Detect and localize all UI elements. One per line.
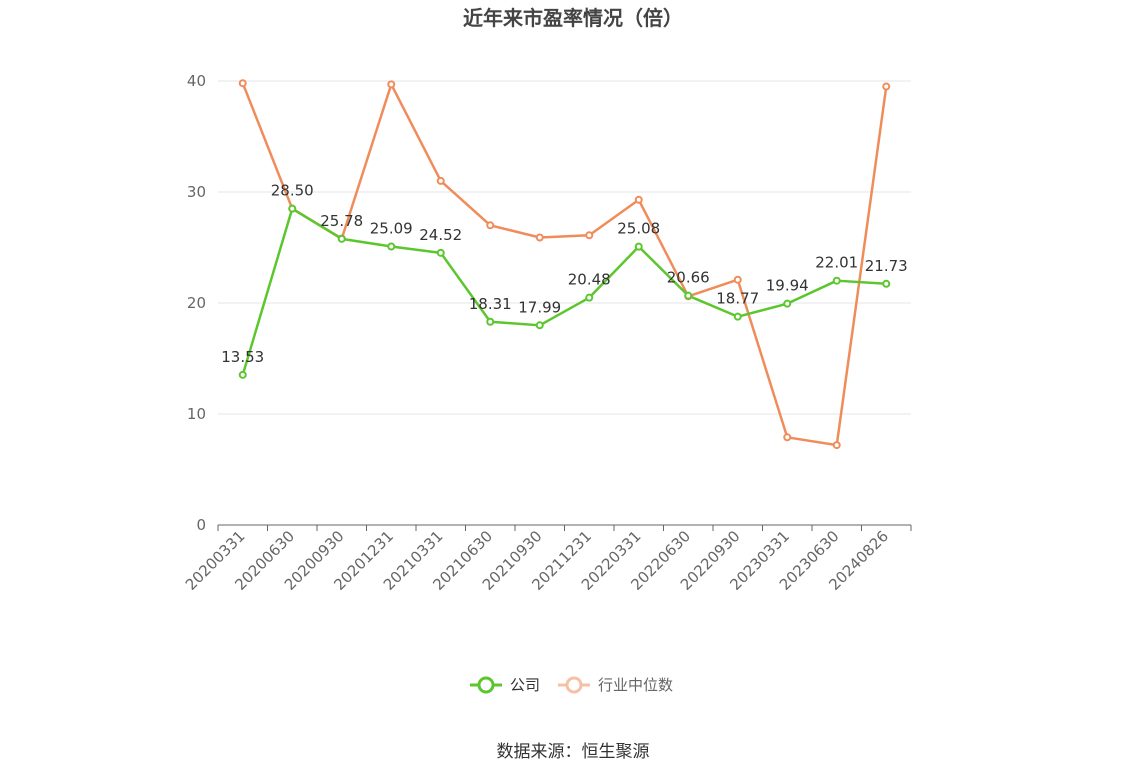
data-point-1 — [535, 233, 544, 242]
legend-item-industry-median[interactable]: 行业中位数 — [558, 676, 673, 694]
data-point-1 — [585, 231, 594, 240]
legend-industry-marker — [565, 676, 583, 694]
data-point-1 — [783, 433, 792, 442]
legend-company-label: 公司 — [510, 676, 540, 694]
y-tick-label: 0 — [196, 516, 206, 534]
data-point-1 — [733, 275, 742, 284]
data-label: 20.48 — [568, 271, 611, 289]
data-label: 18.77 — [716, 290, 759, 308]
data-point-0 — [783, 299, 792, 308]
x-axis: 2020033120200630202009302020123120210331… — [182, 524, 912, 594]
data-label: 22.01 — [815, 254, 858, 272]
data-point-0 — [486, 317, 495, 326]
series-points — [238, 79, 891, 450]
series-lines — [241, 82, 888, 447]
data-label: 13.53 — [221, 348, 264, 366]
data-point-0 — [882, 279, 891, 288]
data-point-0 — [733, 312, 742, 321]
data-label: 25.09 — [370, 220, 413, 238]
data-point-1 — [387, 80, 396, 89]
data-point-0 — [585, 293, 594, 302]
source-text: 数据来源：恒生聚源 — [497, 742, 650, 762]
data-labels: 13.53 28.50 25.78 25.09 24.52 18.31 17.99 20.48… — [221, 182, 907, 366]
data-point-0 — [684, 291, 693, 300]
data-point-0 — [436, 248, 445, 257]
legend[interactable]: 公司 行业中位数 — [470, 676, 673, 694]
y-axis: 0 10 20 30 40 — [187, 72, 206, 534]
legend-item-company[interactable]: 公司 — [470, 676, 540, 694]
series-line-0 — [241, 207, 887, 376]
data-label: 24.52 — [419, 226, 462, 244]
data-label: 20.66 — [667, 269, 710, 287]
data-point-1 — [238, 79, 247, 88]
series-line-1 — [241, 82, 888, 447]
data-point-1 — [436, 176, 445, 185]
data-point-0 — [832, 276, 841, 285]
data-label: 17.99 — [518, 298, 561, 316]
data-label: 28.50 — [271, 182, 314, 200]
data-point-0 — [634, 242, 643, 251]
data-label: 18.31 — [469, 295, 512, 313]
data-label: 25.78 — [320, 212, 363, 230]
chart-title: 近年来市盈率情况（倍） — [463, 6, 683, 30]
data-label: 21.73 — [865, 257, 908, 275]
data-point-0 — [337, 234, 346, 243]
y-tick-label: 30 — [187, 183, 206, 201]
data-point-1 — [882, 82, 891, 91]
y-tick-label: 20 — [187, 294, 206, 312]
y-tick-label: 10 — [187, 405, 206, 423]
y-tick-label: 40 — [187, 72, 206, 90]
grid-lines — [218, 80, 911, 415]
data-point-1 — [486, 221, 495, 230]
data-point-0 — [288, 204, 297, 213]
data-point-0 — [535, 321, 544, 330]
data-label: 19.94 — [766, 277, 809, 295]
data-label: 25.08 — [617, 220, 660, 238]
data-point-1 — [634, 195, 643, 204]
legend-company-marker — [477, 676, 495, 694]
data-point-0 — [238, 370, 247, 379]
data-point-1 — [832, 441, 841, 450]
legend-industry-label: 行业中位数 — [598, 676, 673, 694]
data-point-0 — [387, 242, 396, 251]
